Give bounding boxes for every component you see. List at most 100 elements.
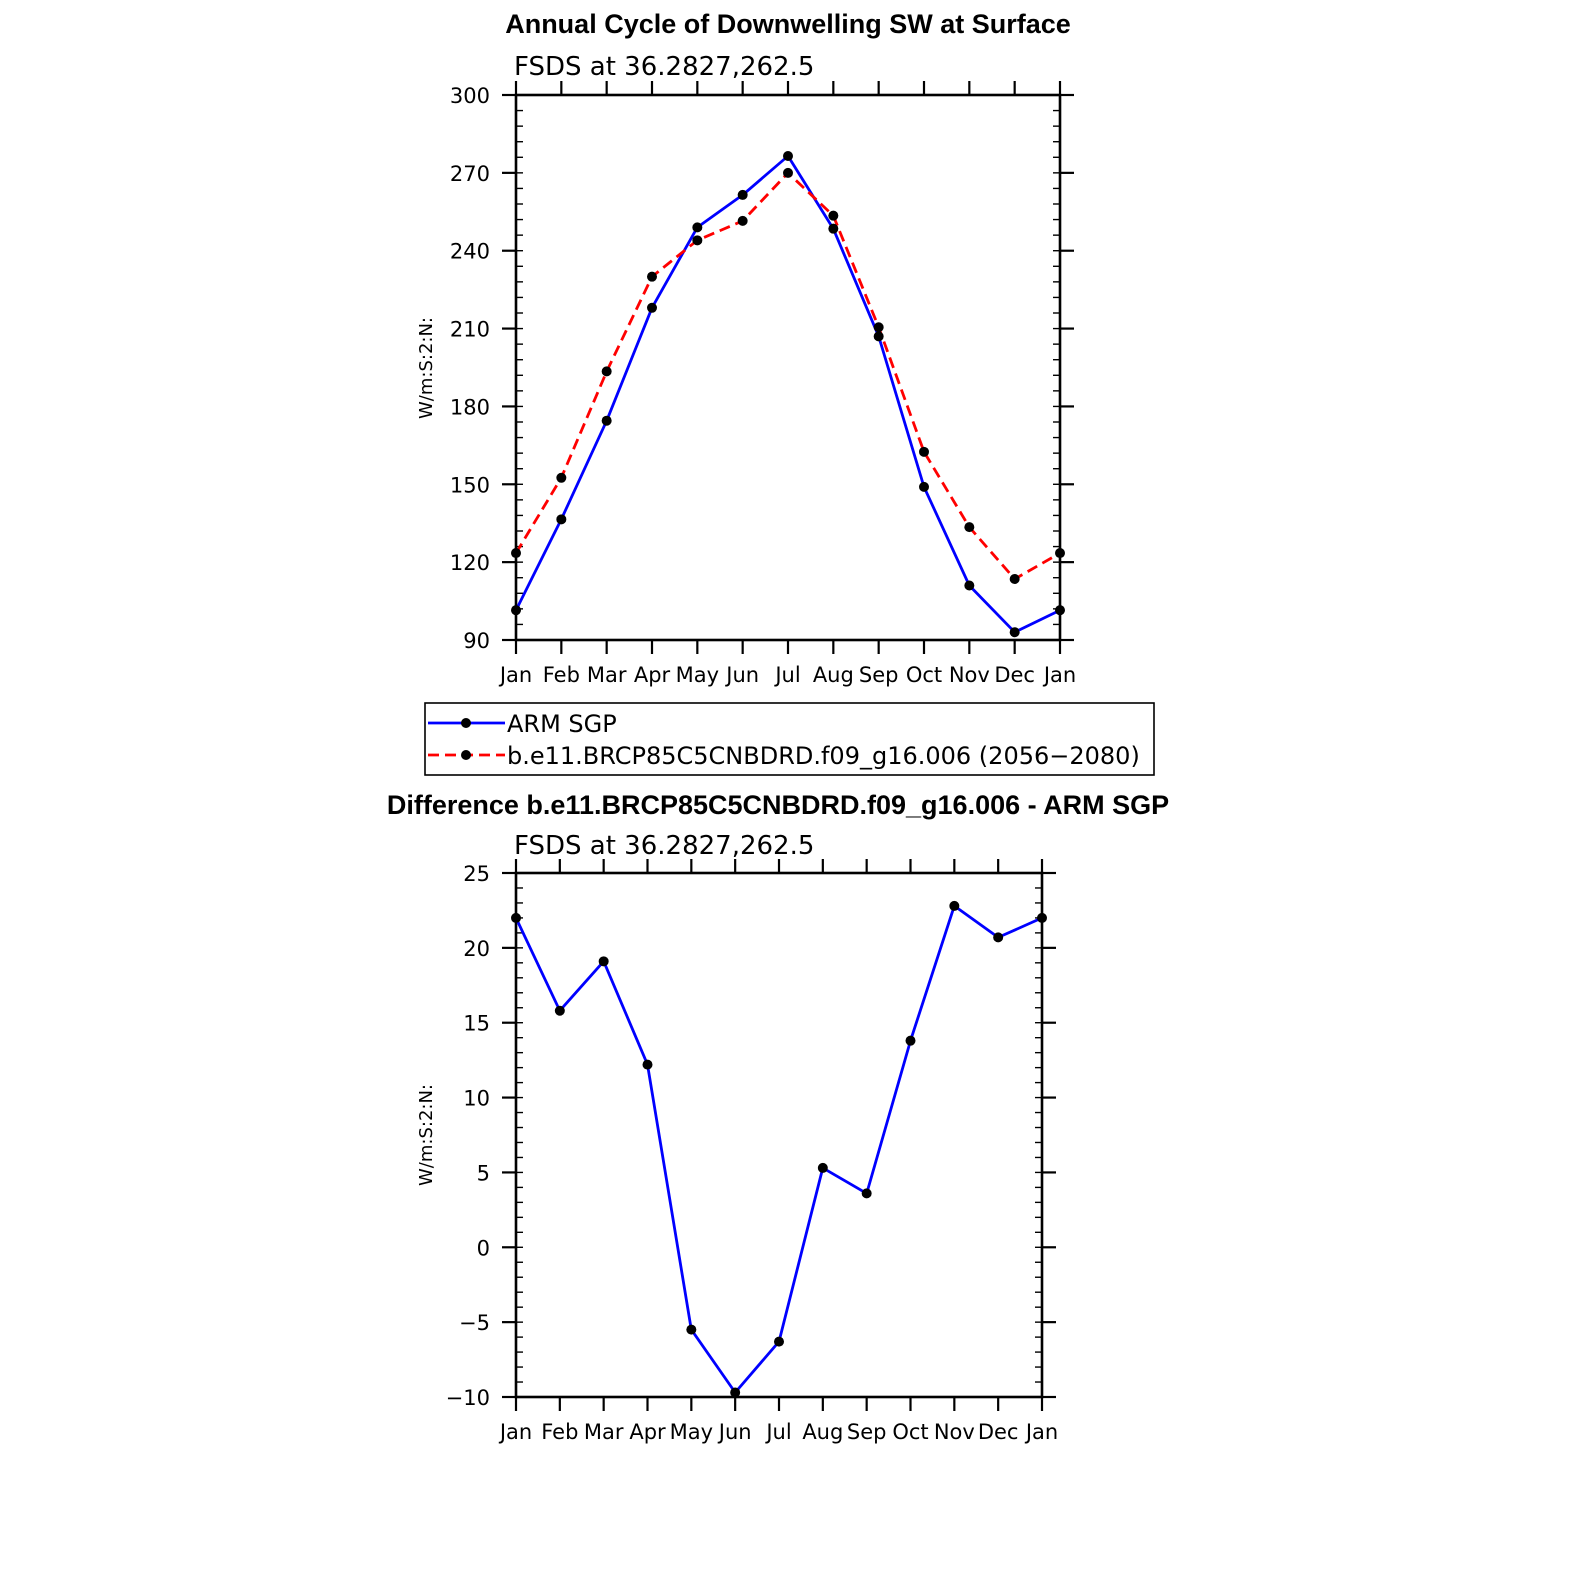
- x-tick-label: Dec: [994, 663, 1035, 687]
- annual-cycle-panel: Annual Cycle of Downwelling SW at Surfac…: [416, 9, 1076, 687]
- top-plot-series: [511, 150, 1065, 638]
- series-1-point: [556, 472, 567, 483]
- series-0-point: [905, 1035, 916, 1046]
- x-tick-label: Jun: [724, 663, 759, 687]
- x-tick-label: Dec: [978, 1420, 1019, 1444]
- series-0-point: [511, 605, 521, 616]
- x-tick-label: May: [670, 1420, 713, 1444]
- x-tick-label: Mar: [587, 663, 627, 687]
- y-tick-label: −5: [459, 1311, 490, 1335]
- series-1-point: [647, 271, 657, 282]
- x-tick-label: Nov: [934, 1420, 975, 1444]
- series-0-point: [817, 1162, 828, 1173]
- top-panel-title: Annual Cycle of Downwelling SW at Surfac…: [505, 9, 1071, 39]
- series-0-point: [554, 1005, 565, 1016]
- series-0-point: [642, 1059, 653, 1070]
- x-tick-label: Mar: [584, 1420, 624, 1444]
- x-tick-label: Jul: [773, 663, 800, 687]
- series-0-point: [861, 1188, 872, 1199]
- bottom-panel-title: Difference b.e11.BRCP85C5CNBDRD.f09_g16.…: [387, 790, 1169, 820]
- series-1-point: [783, 167, 793, 178]
- series-1-point: [1009, 574, 1020, 585]
- series-0-point: [601, 415, 612, 426]
- difference-panel: Difference b.e11.BRCP85C5CNBDRD.f09_g16.…: [387, 790, 1169, 1444]
- x-tick-label: Jan: [498, 1420, 532, 1444]
- y-tick-label: 120: [450, 551, 490, 575]
- series-line-1: [514, 171, 1061, 581]
- x-tick-label: Feb: [541, 1420, 578, 1444]
- y-tick-label: 5: [477, 1161, 490, 1185]
- series-0-point: [1009, 627, 1020, 638]
- series-0-point: [686, 1324, 697, 1335]
- series-0-point: [737, 189, 748, 200]
- x-tick-label: Aug: [802, 1420, 843, 1444]
- legend-label-arm-sgp: ARM SGP: [507, 710, 617, 738]
- y-tick-label: 90: [463, 629, 490, 653]
- x-tick-label: Apr: [634, 663, 671, 687]
- series-1-point: [511, 548, 521, 559]
- series-1-point: [828, 210, 839, 221]
- series-0-point: [949, 900, 960, 911]
- x-tick-label: Sep: [847, 1420, 887, 1444]
- top-panel-y-axis-label: W/m:S:2:N:: [416, 317, 437, 419]
- legend-marker-arm-sgp: [461, 718, 471, 728]
- series-1-point: [601, 366, 612, 377]
- series-1-point: [1055, 548, 1065, 559]
- x-tick-label: Jan: [1042, 663, 1076, 687]
- bottom-panel-subtitle: FSDS at 36.2827,262.5: [514, 831, 814, 861]
- y-tick-label: 150: [450, 473, 490, 497]
- y-tick-label: −10: [446, 1386, 490, 1410]
- y-tick-label: 270: [450, 162, 490, 186]
- y-tick-label: 20: [463, 937, 490, 961]
- series-1-point: [873, 322, 884, 333]
- x-tick-label: Oct: [906, 663, 942, 687]
- x-tick-label: Jan: [498, 663, 532, 687]
- legend-box: [424, 702, 1155, 776]
- series-1-point: [919, 446, 929, 457]
- y-tick-label: 180: [450, 395, 490, 419]
- series-0-point: [993, 932, 1004, 943]
- series-0-point: [873, 331, 884, 342]
- series-0-point: [964, 580, 975, 591]
- x-tick-label: Aug: [813, 663, 854, 687]
- series-0-point: [730, 1387, 741, 1398]
- x-tick-label: Apr: [629, 1420, 666, 1444]
- series-0-point: [774, 1336, 784, 1347]
- y-tick-label: 25: [463, 862, 490, 886]
- bottom-plot-series: [511, 900, 1047, 1398]
- x-tick-label: May: [676, 663, 719, 687]
- series-0-point: [1037, 912, 1047, 923]
- x-tick-label: Feb: [543, 663, 580, 687]
- y-tick-label: 0: [477, 1236, 490, 1260]
- legend-label-model: b.e11.BRCP85C5CNBDRD.f09_g16.006 (2056−2…: [507, 742, 1140, 770]
- series-0-point: [692, 222, 703, 233]
- y-tick-label: 10: [463, 1087, 490, 1111]
- legend-marker-model: [461, 750, 471, 760]
- x-tick-label: Jan: [1024, 1420, 1058, 1444]
- x-tick-label: Sep: [859, 663, 899, 687]
- series-1-point: [737, 215, 748, 226]
- x-tick-label: Oct: [892, 1420, 928, 1444]
- top-axis-ticks: Jan Feb Mar Apr May Jun Jul Aug Sep Oct Nov Dec Jan 9…: [450, 81, 1076, 687]
- series-line-0: [514, 904, 1043, 1394]
- series-0-point: [556, 514, 567, 525]
- series-0-point: [598, 956, 609, 967]
- x-tick-label: Jul: [764, 1420, 791, 1444]
- series-0-point: [511, 912, 521, 923]
- x-tick-label: Nov: [949, 663, 990, 687]
- y-tick-label: 15: [463, 1012, 490, 1036]
- series-0-point: [783, 150, 793, 161]
- y-tick-label: 240: [450, 240, 490, 264]
- y-tick-label: 210: [450, 318, 490, 342]
- top-panel-subtitle: FSDS at 36.2827,262.5: [514, 52, 814, 82]
- series-0-point: [1055, 605, 1065, 616]
- x-tick-label: Jun: [717, 1420, 752, 1444]
- series-1-point: [964, 522, 975, 533]
- series-0-point: [919, 481, 929, 492]
- y-tick-label: 300: [450, 84, 490, 108]
- bottom-axis-ticks: Jan Feb Mar Apr May Jun Jul Aug Sep Oct Nov Dec Jan−…: [446, 859, 1058, 1444]
- legend: ARM SGP b.e11.BRCP85C5CNBDRD.f09_g16.006…: [424, 702, 1155, 776]
- series-0-point: [647, 302, 657, 313]
- series-0-point: [828, 223, 839, 234]
